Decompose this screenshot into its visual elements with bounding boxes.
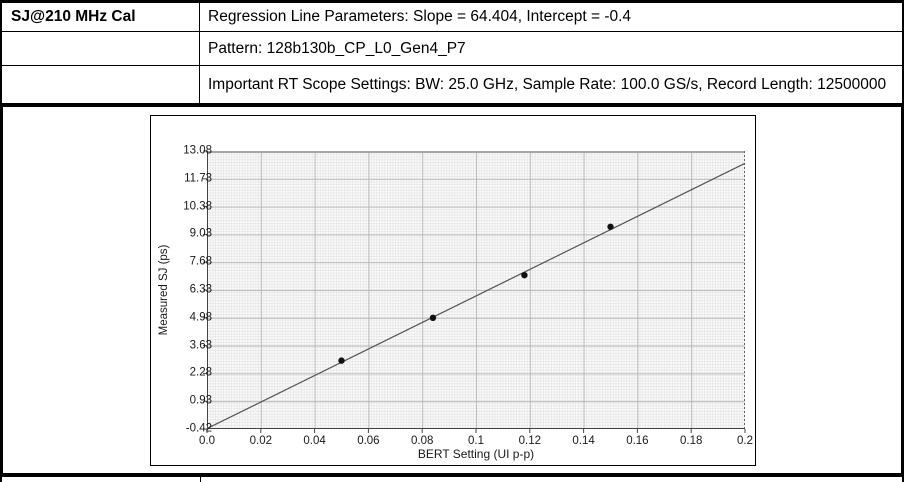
x-tick-label: 0.04 <box>303 435 326 447</box>
y-tick-label: 0.93 <box>189 394 212 407</box>
y-axis-title: Measured SJ (ps) <box>158 244 170 336</box>
x-tick-label: 0.08 <box>410 435 434 447</box>
x-tick-label: 0.2 <box>737 435 753 447</box>
y-tick-label: 7.68 <box>189 255 212 268</box>
table-row: Pattern: 128b130b_CP_L0_Gen4_P7 <box>2 32 902 66</box>
plot-area <box>203 150 746 433</box>
x-tick-label: 0.1 <box>468 435 484 447</box>
y-tick-label: 6.33 <box>189 283 212 296</box>
data-point <box>607 223 614 230</box>
data-point <box>429 314 437 321</box>
scope-settings-cell: Important RT Scope Settings: BW: 25.0 GH… <box>208 75 887 93</box>
cal-name-cell: SJ@210 MHz Cal <box>2 3 200 31</box>
y-tick-label: 9.03 <box>189 227 212 240</box>
x-tick-label: 0.06 <box>357 435 380 447</box>
y-tick-label: 13.08 <box>183 144 212 157</box>
x-tick-label: 0.02 <box>249 435 272 447</box>
data-point <box>521 271 528 279</box>
header-table: SJ@210 MHz Cal Regression Line Parameter… <box>0 0 904 107</box>
y-tick-label: 3.63 <box>189 339 212 352</box>
y-tick-label: 4.98 <box>189 311 212 324</box>
y-tick-label: -0.42 <box>185 422 212 435</box>
regression-line <box>206 162 746 430</box>
x-tick-label: 0.14 <box>572 435 595 447</box>
x-tick-label: 0.0 <box>199 435 215 447</box>
regression-params-cell: Regression Line Parameters: Slope = 64.4… <box>208 8 632 25</box>
empty-label-cell <box>2 66 200 103</box>
x-tick-label: 0.12 <box>518 435 541 447</box>
y-tick-label: 11.73 <box>184 172 212 185</box>
column-divider <box>200 477 201 482</box>
next-row-partial <box>0 477 904 482</box>
chart-panel: Measured SJ (ps) BERT Setting (UI p-p) 0… <box>150 115 756 466</box>
y-tick-label: 10.38 <box>183 200 212 213</box>
chart-cell: Measured SJ (ps) BERT Setting (UI p-p) 0… <box>0 107 904 477</box>
x-axis-title: BERT Setting (UI p-p) <box>417 447 535 461</box>
table-row: Important RT Scope Settings: BW: 25.0 GH… <box>2 66 902 103</box>
y-tick-label: 2.28 <box>189 366 212 379</box>
data-point <box>338 357 345 364</box>
x-tick-label: 0.16 <box>626 435 649 447</box>
empty-label-cell <box>2 32 200 65</box>
table-row: SJ@210 MHz Cal Regression Line Parameter… <box>2 3 902 32</box>
x-tick-label: 0.18 <box>679 435 703 447</box>
regression-plot <box>203 150 746 433</box>
pattern-cell: Pattern: 128b130b_CP_L0_Gen4_P7 <box>208 39 466 57</box>
